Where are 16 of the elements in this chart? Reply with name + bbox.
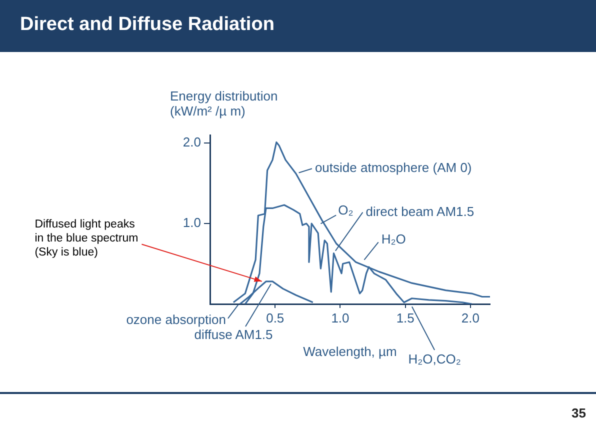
x-tick-label: 1.0 bbox=[331, 310, 350, 326]
annotation: Diffused light peaks in the blue spectrum (Sky is blue) bbox=[34, 218, 138, 258]
y-axis-title: Energy distribution (kW/m² /µ m) bbox=[170, 88, 278, 119]
annotation: O₂ bbox=[338, 202, 354, 218]
text: 35 bbox=[572, 406, 586, 421]
annotation: outside atmosphere (AM 0) bbox=[314, 160, 472, 176]
annotation: direct beam AM1.5 bbox=[366, 204, 474, 219]
annotation: ozone absorption bbox=[126, 312, 226, 327]
x-tick-label: 2.0 bbox=[461, 310, 480, 326]
annotation: H₂O bbox=[381, 232, 406, 247]
annotation: H₂O,CO₂ bbox=[408, 352, 461, 367]
x-axis-title: Wavelength, µm bbox=[303, 344, 397, 359]
x-tick-label: 0.5 bbox=[266, 310, 284, 326]
x-tick-label: 1.5 bbox=[396, 310, 414, 326]
annotation: diffuse AM1.5 bbox=[194, 327, 273, 342]
chart-title: Direct and Diffuse Radiation bbox=[20, 14, 274, 36]
